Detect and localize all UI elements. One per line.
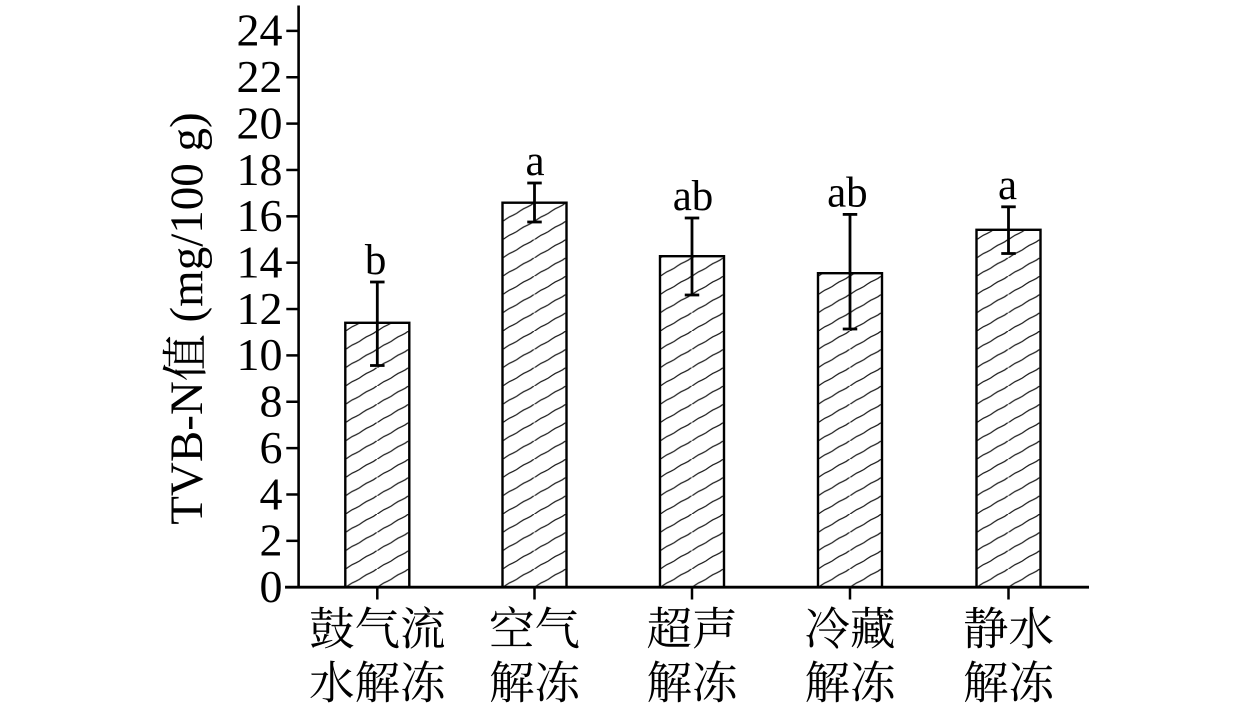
svg-text:a: a	[998, 162, 1017, 209]
svg-text:20: 20	[237, 97, 283, 148]
svg-text:b: b	[365, 237, 387, 284]
svg-text:14: 14	[237, 236, 283, 287]
svg-text:TVB-N: TVB-N	[161, 381, 213, 525]
svg-text:12: 12	[237, 283, 283, 334]
svg-text:10: 10	[237, 329, 283, 380]
svg-text:2: 2	[260, 515, 283, 566]
svg-text:(mg/100 g): (mg/100 g)	[161, 112, 213, 334]
svg-text:18: 18	[237, 144, 283, 195]
svg-text:6: 6	[260, 422, 283, 473]
svg-text:ab: ab	[673, 173, 714, 220]
svg-text:24: 24	[237, 5, 283, 56]
svg-text:ab: ab	[827, 169, 868, 216]
svg-text:8: 8	[260, 376, 283, 427]
svg-text:22: 22	[237, 51, 283, 102]
svg-text:a: a	[525, 138, 544, 185]
svg-text:0: 0	[260, 561, 283, 612]
svg-text:16: 16	[237, 190, 283, 241]
svg-text:4: 4	[260, 468, 283, 519]
